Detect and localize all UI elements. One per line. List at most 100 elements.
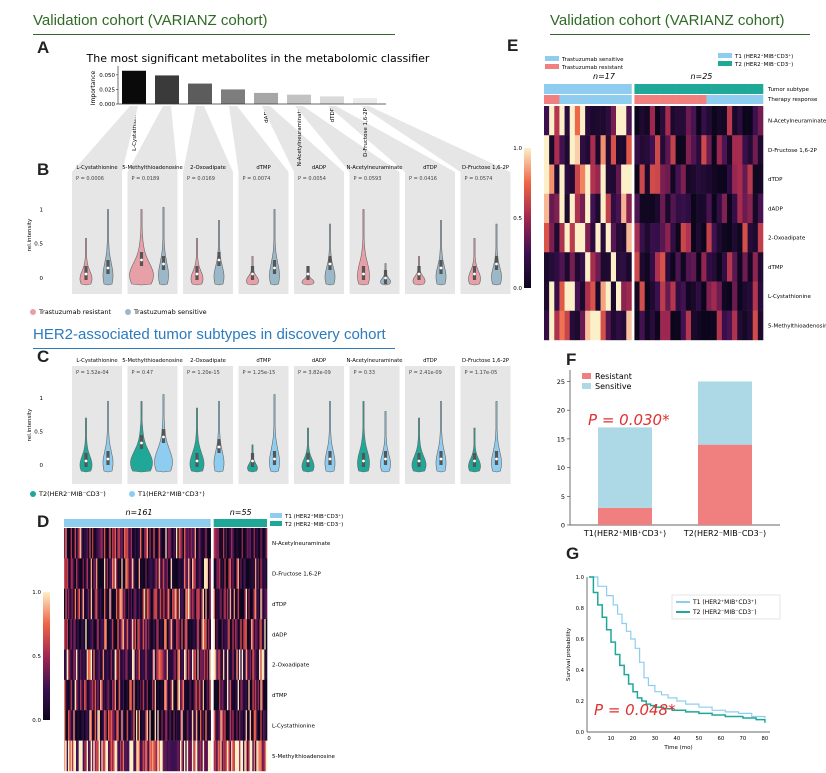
heatmap-cell — [94, 740, 97, 772]
heatmap-cell — [181, 619, 183, 650]
heatmap-cell — [711, 310, 718, 341]
legend-label-resistant: Resistant — [595, 372, 632, 381]
heatmap-cell — [742, 164, 748, 194]
heatmap-cell — [80, 588, 82, 620]
legend-marker-t1 — [718, 53, 732, 58]
heatmap-cell — [235, 528, 237, 559]
heatmap-cell — [600, 135, 607, 165]
heatmap-cell — [253, 740, 256, 772]
heatmap-cell — [263, 528, 265, 559]
heatmap-cell — [219, 710, 221, 741]
heatmap-cell — [100, 558, 102, 589]
heatmap-cell — [78, 649, 81, 681]
heatmap-cell — [106, 558, 109, 589]
heatmap-cell — [670, 310, 676, 341]
heatmap-cell — [100, 649, 102, 681]
heatmap-cell — [172, 528, 174, 559]
heatmap-cell — [104, 679, 106, 711]
heatmap-cell — [158, 740, 161, 772]
row-label: dTDP — [768, 177, 783, 183]
heatmap-cell — [136, 558, 138, 589]
heatmap-cell — [100, 679, 102, 711]
heatmap-cell — [72, 558, 74, 589]
heatmap-cell — [204, 649, 206, 681]
heatmap-cell — [235, 740, 237, 772]
heatmap-cell — [193, 528, 195, 559]
heatmap-cell — [162, 649, 165, 681]
row-label: dADP — [272, 632, 287, 638]
heatmap-cell — [260, 649, 262, 681]
heatmap-cell — [696, 310, 702, 341]
heatmap-cell — [264, 558, 266, 589]
heatmap-cell — [134, 740, 137, 772]
heatmap-cell — [204, 679, 206, 711]
heatmap-cell — [108, 588, 110, 620]
heatmap-cell — [559, 193, 565, 224]
heatmap-cell — [227, 710, 229, 741]
heatmap-cell — [150, 528, 153, 559]
heatmap-cell — [174, 619, 177, 650]
heatmap-cell — [125, 740, 127, 772]
heatmap-cell — [166, 619, 169, 650]
heatmap-cell — [120, 558, 122, 589]
heatmap-cell — [82, 619, 85, 650]
x-tick-label: 20 — [630, 736, 637, 742]
heatmap-cell — [644, 135, 651, 165]
heatmap-cell — [198, 619, 201, 650]
heatmap-cell — [65, 710, 67, 741]
heatmap-cell — [220, 679, 222, 711]
heatmap-cell — [173, 740, 175, 772]
heatmap-cell — [93, 740, 95, 772]
heatmap-cell — [193, 588, 195, 620]
heatmap-cell — [152, 740, 154, 772]
heatmap-cell — [88, 649, 90, 681]
heatmap-cell — [145, 710, 147, 741]
heatmap-cell — [114, 710, 117, 741]
heatmap-cell — [122, 679, 125, 711]
heatmap-cell — [162, 679, 165, 711]
heatmap-cell — [141, 558, 143, 589]
heatmap-cell — [192, 528, 194, 559]
heatmap-cell — [128, 588, 130, 620]
heatmap-cell — [77, 558, 79, 589]
heatmap-cell — [149, 528, 151, 559]
heatmap-cell — [97, 649, 99, 681]
heatmap-cell — [168, 558, 170, 589]
heatmap-cell — [133, 710, 135, 741]
heatmap-cell — [157, 740, 159, 772]
heatmap-cell — [747, 135, 754, 165]
heatmap-cell — [243, 619, 245, 650]
heatmap-cell — [81, 558, 83, 589]
violin-sensitive — [269, 209, 280, 286]
heatmap-cell — [757, 281, 764, 311]
heatmap-cell — [157, 679, 159, 711]
bar — [122, 70, 146, 104]
heatmap-cell — [616, 135, 622, 165]
heatmap-cell — [701, 135, 707, 165]
heatmap-cell — [122, 649, 125, 681]
heatmap-cell — [585, 106, 591, 136]
violin-median — [273, 266, 276, 270]
heatmap-cell — [554, 106, 560, 136]
legend-marker-t1 — [129, 491, 135, 497]
heatmap-cell — [112, 649, 114, 681]
heatmap-cell — [145, 740, 147, 772]
heatmap-cell — [180, 740, 182, 772]
heatmap-cell — [752, 135, 759, 165]
heatmap-cell — [86, 528, 89, 559]
heatmap-cell — [585, 252, 591, 282]
group-count: n=25 — [690, 72, 712, 81]
p-value-annotation: P = 0.030* — [588, 411, 670, 429]
violin-t1 — [324, 401, 336, 473]
heatmap-cell — [665, 135, 671, 165]
heatmap-cell — [186, 619, 189, 650]
heatmap-cell — [165, 528, 167, 559]
heatmap-cell — [217, 679, 220, 711]
annotation-cell-response — [610, 95, 617, 104]
heatmap-cell — [569, 106, 576, 136]
heatmap-cell — [204, 740, 206, 772]
heatmap-cell — [136, 740, 138, 772]
heatmap-cell — [186, 649, 189, 681]
p-value: P = 0.0054 — [298, 176, 326, 182]
heatmap-cell — [610, 252, 617, 282]
